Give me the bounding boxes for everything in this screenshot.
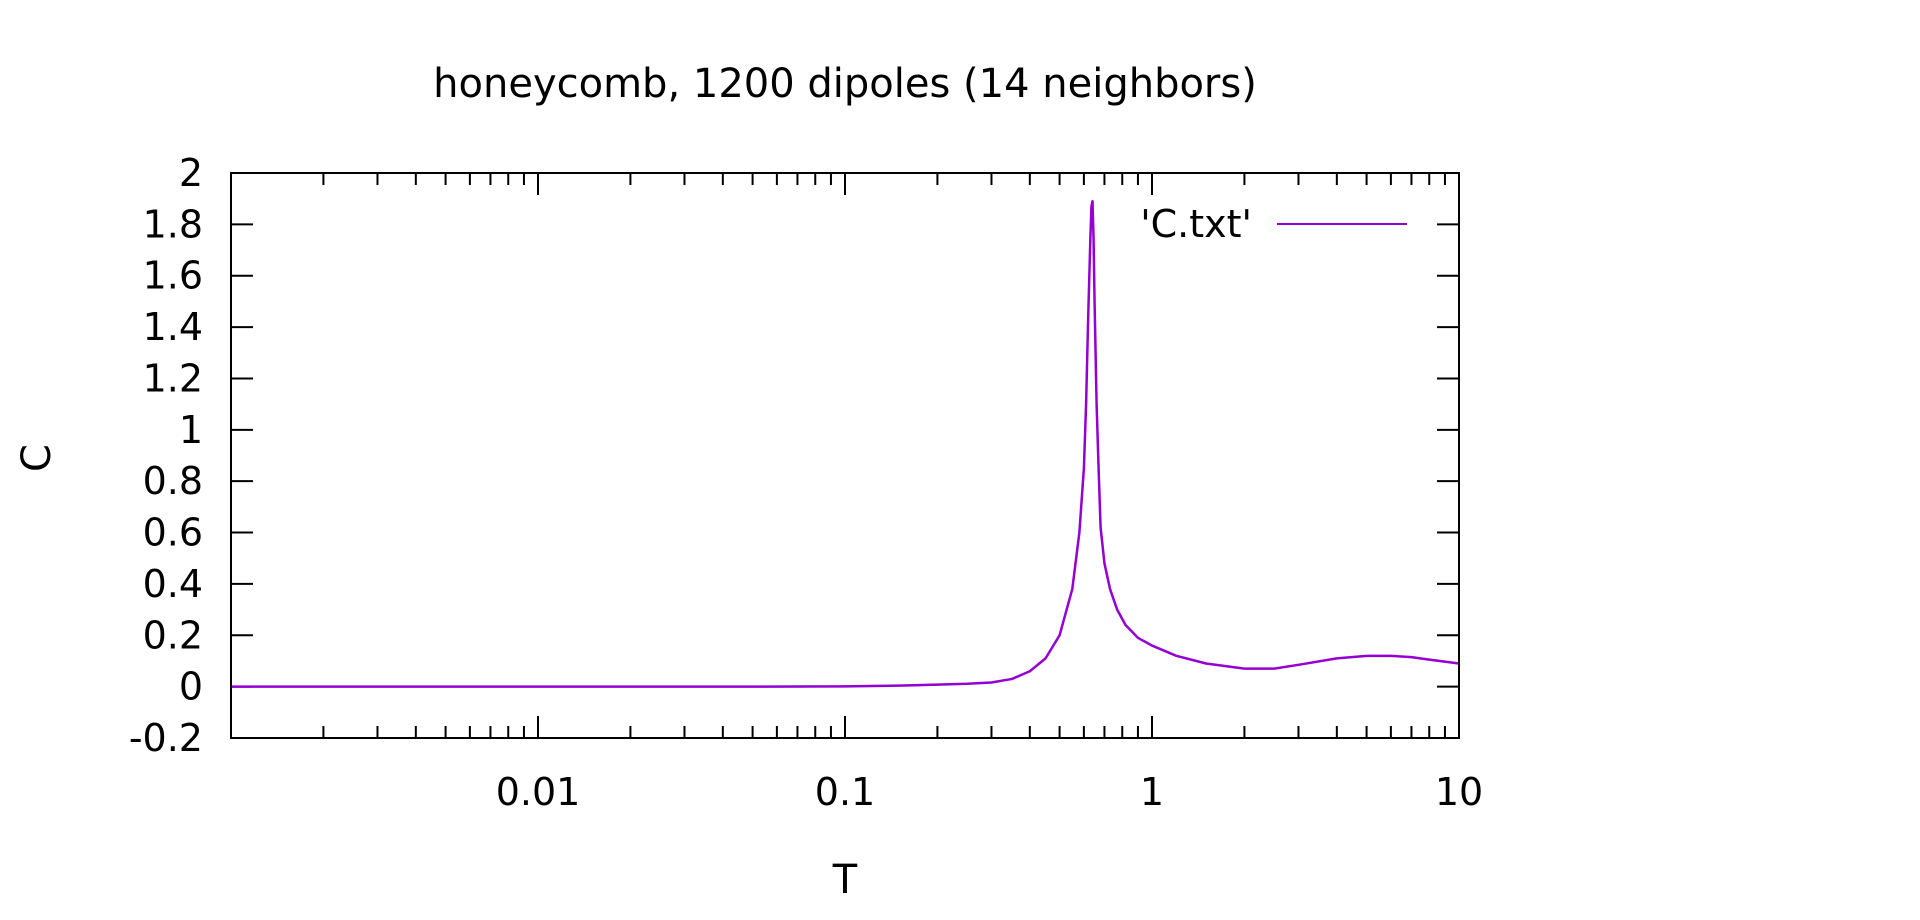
- y-tick-label: 0: [179, 665, 203, 709]
- series-line-C-txt: [231, 200, 1460, 688]
- y-tick-label: 0.6: [143, 511, 203, 555]
- series-layer: [231, 200, 1460, 688]
- x-tick-label: 1: [1140, 770, 1164, 814]
- chart-title: honeycomb, 1200 dipoles (14 neighbors): [433, 61, 1257, 107]
- y-tick-label: 1.6: [143, 254, 203, 298]
- y-tick-label: 0.8: [143, 459, 203, 503]
- y-tick-label: 1.4: [143, 305, 203, 349]
- y-tick-label: -0.2: [129, 716, 203, 760]
- x-tick-label: 0.01: [496, 770, 581, 814]
- y-tick-label: 0.4: [143, 562, 203, 606]
- y-tick-label: 1: [179, 408, 203, 452]
- legend-label: 'C.txt': [1140, 202, 1252, 246]
- y-tick-label: 1.2: [143, 356, 203, 400]
- y-tick-label: 0.2: [143, 613, 203, 657]
- y-tick-label: 1.8: [143, 202, 203, 246]
- y-axis-label: C: [14, 444, 60, 472]
- ticks-layer: -0.2 0 0.2 0.4 0.6 0.8 1 1.2 1.4 1.6 1.8 2 0.01 0.1 1 1…: [129, 151, 1483, 814]
- plot-frame: [230, 172, 1460, 739]
- legend: 'C.txt': [1140, 202, 1407, 246]
- x-axis-label: T: [832, 857, 858, 903]
- x-tick-label: 0.1: [815, 770, 875, 814]
- y-tick-label: 2: [179, 151, 203, 195]
- x-tick-label: 10: [1435, 770, 1483, 814]
